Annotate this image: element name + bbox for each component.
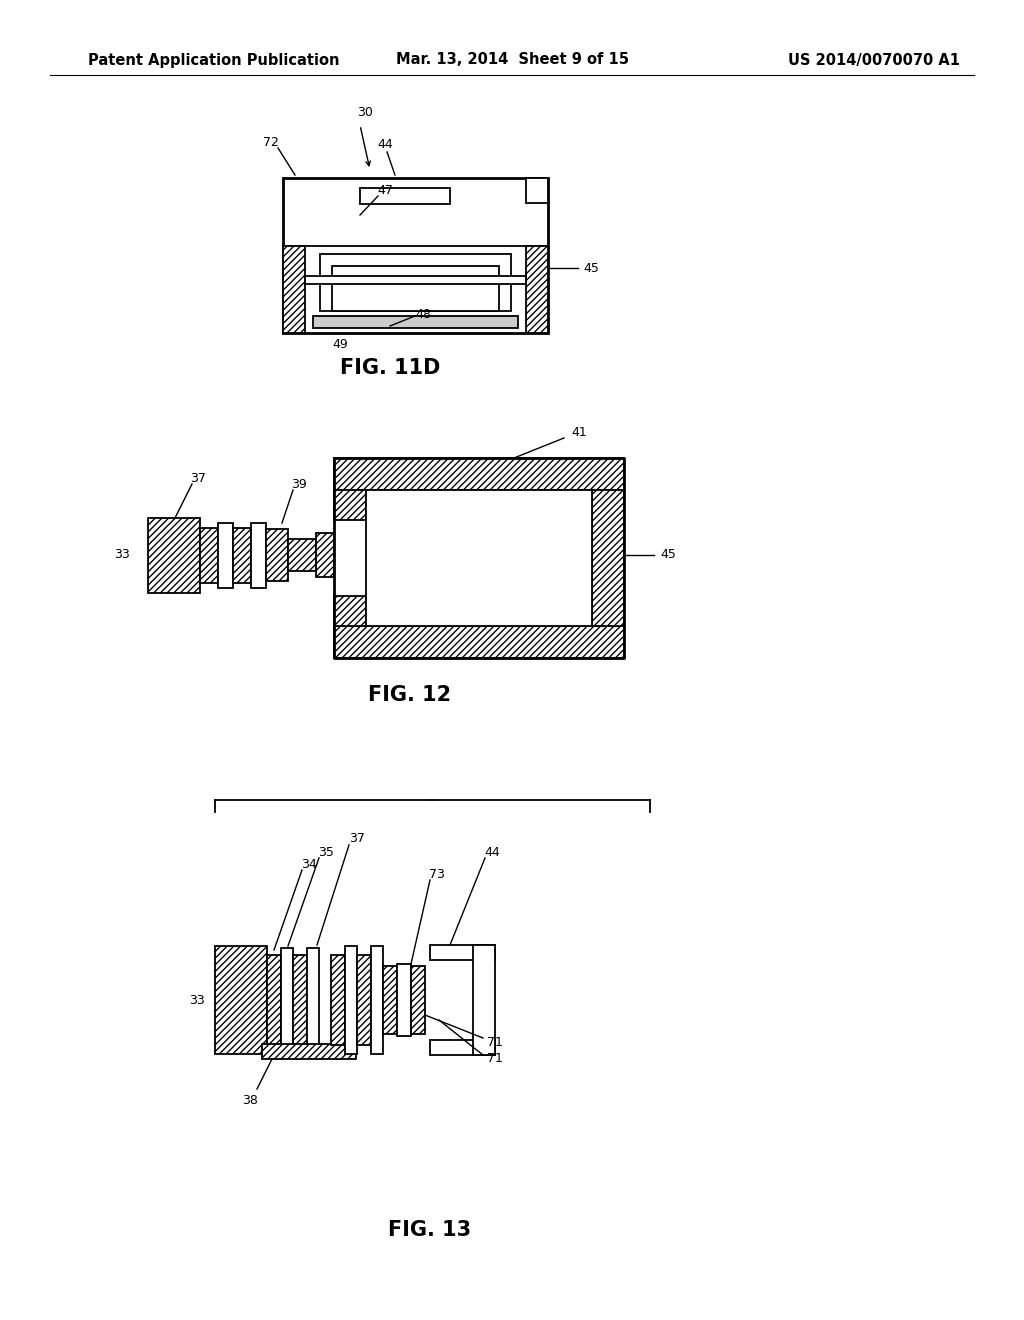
Text: 72: 72: [263, 136, 279, 149]
Text: 33: 33: [115, 549, 130, 561]
Bar: [283, 246, 305, 333]
Text: 35: 35: [318, 846, 334, 858]
Bar: [215, 946, 267, 1053]
Bar: [334, 597, 366, 626]
Bar: [366, 490, 592, 626]
Bar: [233, 528, 251, 583]
Text: 73: 73: [429, 867, 445, 880]
Text: 44: 44: [377, 139, 393, 152]
Bar: [307, 948, 319, 1053]
Bar: [334, 490, 366, 520]
Bar: [200, 528, 218, 583]
Bar: [319, 253, 511, 312]
Text: 47: 47: [377, 185, 393, 198]
Bar: [371, 946, 383, 1053]
Text: 37: 37: [190, 471, 206, 484]
Bar: [313, 315, 518, 327]
Bar: [411, 966, 425, 1034]
Bar: [293, 954, 307, 1045]
Bar: [334, 458, 624, 490]
Bar: [334, 626, 624, 657]
Bar: [331, 954, 345, 1045]
Text: 38: 38: [242, 1094, 258, 1107]
Text: 34: 34: [301, 858, 316, 870]
Text: 30: 30: [357, 106, 373, 119]
Text: 41: 41: [571, 425, 587, 438]
Text: FIG. 12: FIG. 12: [369, 685, 452, 705]
Bar: [148, 517, 200, 593]
Text: 71: 71: [487, 1035, 503, 1048]
Bar: [430, 1040, 495, 1055]
Text: FIG. 13: FIG. 13: [388, 1220, 472, 1239]
Text: 49: 49: [332, 338, 348, 351]
Bar: [218, 523, 233, 587]
Bar: [251, 523, 266, 587]
Bar: [397, 964, 411, 1036]
Bar: [281, 948, 293, 1053]
Bar: [305, 276, 526, 284]
Text: Mar. 13, 2014  Sheet 9 of 15: Mar. 13, 2014 Sheet 9 of 15: [395, 53, 629, 67]
Bar: [262, 1044, 356, 1059]
Bar: [526, 246, 548, 333]
Text: US 2014/0070070 A1: US 2014/0070070 A1: [788, 53, 961, 67]
Bar: [288, 539, 316, 572]
Text: 71: 71: [487, 1052, 503, 1065]
Bar: [283, 178, 548, 333]
Bar: [345, 946, 357, 1053]
Bar: [316, 533, 334, 577]
Bar: [357, 954, 371, 1045]
Text: 33: 33: [189, 994, 205, 1006]
Bar: [473, 945, 495, 1055]
Text: 45: 45: [583, 261, 599, 275]
Text: 45: 45: [660, 549, 676, 561]
Bar: [267, 954, 281, 1045]
Text: 39: 39: [291, 479, 307, 491]
Bar: [383, 966, 397, 1034]
Bar: [526, 178, 548, 203]
Text: Patent Application Publication: Patent Application Publication: [88, 53, 340, 67]
Text: 48: 48: [415, 309, 431, 322]
Bar: [430, 945, 495, 960]
Text: FIG. 11D: FIG. 11D: [340, 358, 440, 378]
Bar: [360, 187, 450, 205]
Bar: [592, 490, 624, 626]
Text: 44: 44: [484, 846, 500, 858]
Text: 37: 37: [349, 833, 365, 846]
Bar: [332, 267, 499, 312]
Bar: [266, 529, 288, 581]
